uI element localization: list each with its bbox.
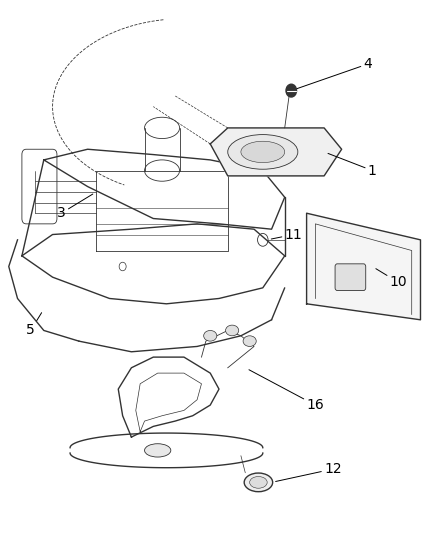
FancyBboxPatch shape (335, 264, 366, 290)
Text: 3: 3 (57, 194, 93, 220)
Ellipse shape (226, 325, 239, 336)
Ellipse shape (244, 473, 272, 491)
Text: 10: 10 (376, 269, 407, 289)
Polygon shape (307, 213, 420, 320)
Ellipse shape (250, 477, 267, 488)
Ellipse shape (243, 336, 256, 346)
Ellipse shape (228, 135, 298, 169)
Text: 12: 12 (276, 462, 342, 481)
Ellipse shape (204, 330, 217, 341)
Ellipse shape (145, 443, 171, 457)
Text: 1: 1 (328, 154, 377, 177)
Circle shape (286, 84, 297, 97)
Ellipse shape (241, 141, 285, 163)
Text: 4: 4 (295, 57, 372, 89)
Polygon shape (210, 128, 342, 176)
Text: 11: 11 (271, 228, 302, 241)
Text: 5: 5 (26, 313, 42, 337)
Text: 16: 16 (249, 370, 324, 412)
